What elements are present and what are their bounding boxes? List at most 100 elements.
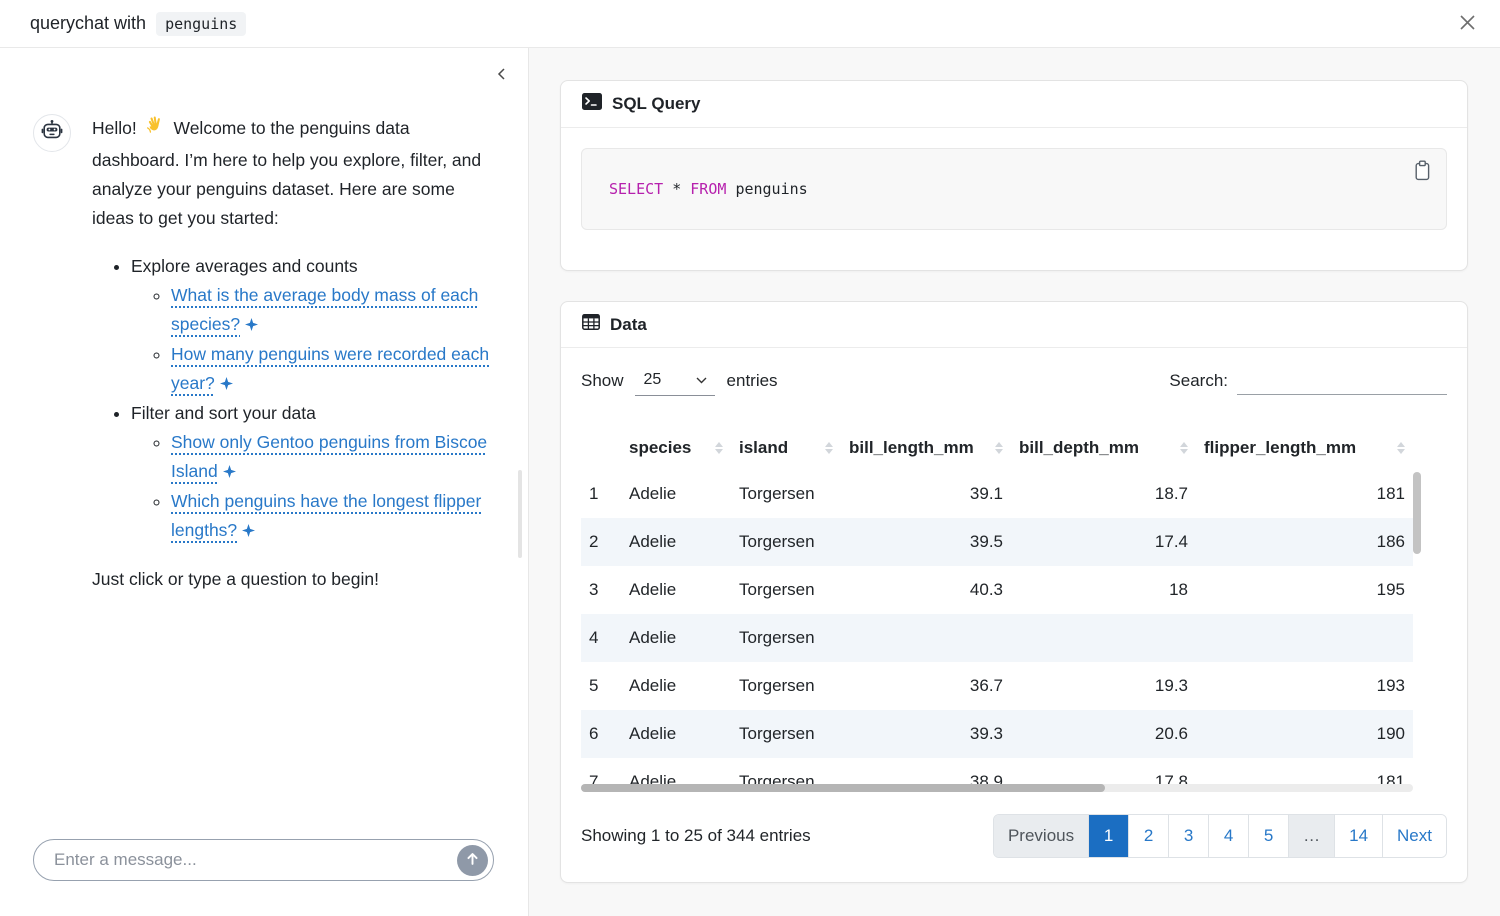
column-header-flipper_length_mm[interactable]: flipper_length_mm: [1196, 426, 1413, 470]
cell-bill_depth_mm: [1011, 614, 1196, 662]
copy-button[interactable]: [1410, 159, 1434, 185]
suggestion-link-avg-body-mass[interactable]: What is the average body mass of each sp…: [171, 285, 479, 334]
sparkle-icon: [219, 370, 233, 399]
page-button-4[interactable]: 4: [1208, 815, 1249, 857]
cell-bill_length_mm: 39.3: [969, 724, 1003, 743]
sql-card-body: SELECT * FROM penguins: [561, 128, 1467, 270]
cell-flipper_length_mm: 195: [1376, 580, 1405, 599]
assistant-message: Hello! Welcome to the penguins data dash…: [33, 114, 490, 594]
table-search-control: Search:: [1169, 367, 1447, 395]
horizontal-scrollbar[interactable]: [581, 784, 1106, 792]
sort-icon: [1397, 442, 1405, 454]
page-length-control: Show 25 entries: [581, 366, 778, 396]
data-table-head-row: species island bill_length_mm bill_depth_mm…: [581, 426, 1413, 470]
page-button-next[interactable]: Next: [1382, 815, 1446, 857]
assistant-message-body: Hello! Welcome to the penguins data dash…: [92, 114, 490, 594]
vertical-scrollbar[interactable]: [1413, 472, 1421, 554]
cell-bill_length_mm: [841, 614, 1011, 662]
sql-table-name: penguins: [735, 180, 808, 198]
greeting-body: Welcome to the penguins data dashboard. …: [92, 118, 482, 228]
search-input[interactable]: [1237, 367, 1447, 395]
list-item: Which penguins have the longest flipper …: [171, 487, 490, 546]
closing-text: Just click or type a question to begin!: [92, 569, 379, 589]
table-footer: Showing 1 to 25 of 344 entries Previous 1…: [581, 814, 1447, 858]
page-button-previous: Previous: [993, 815, 1089, 857]
sql-code: SELECT * FROM penguins: [609, 180, 808, 198]
table-row: 6 Adelie Torgersen 39.3 20.6 190: [581, 710, 1413, 758]
table-row: 1 Adelie Torgersen 39.1 18.7 181: [581, 470, 1413, 518]
page-button-14[interactable]: 14: [1334, 815, 1383, 857]
sparkle-icon: [222, 458, 236, 487]
page-button-1[interactable]: 1: [1088, 815, 1129, 857]
suggestion-group: Explore averages and counts What is the …: [131, 252, 490, 399]
cell-bill_depth_mm: 17.4: [1154, 532, 1188, 551]
data-card-body: Show 25 entries Search:: [561, 348, 1467, 882]
row-number-cell: 2: [589, 532, 599, 551]
chat-message-input[interactable]: [33, 839, 494, 881]
cell-flipper_length_mm: 186: [1376, 532, 1405, 551]
close-button[interactable]: [1450, 7, 1484, 41]
sidebar-collapse-button[interactable]: [491, 64, 513, 86]
data-table: species island bill_length_mm bill_depth_mm…: [581, 426, 1421, 792]
cell-bill_depth_mm: 20.6: [1154, 724, 1188, 743]
cell-species: Adelie: [629, 580, 677, 599]
column-header-island[interactable]: island: [731, 426, 841, 470]
list-item: What is the average body mass of each sp…: [171, 281, 490, 340]
horizontal-scrollbar-track: [581, 784, 1413, 792]
page-length-select[interactable]: 25: [634, 366, 715, 396]
chat-message-list: Hello! Welcome to the penguins data dash…: [0, 48, 528, 594]
data-card-title: Data: [610, 314, 647, 334]
sparkle-icon: [242, 517, 256, 546]
cell-flipper_length_mm: 193: [1376, 676, 1405, 695]
row-number-cell: 1: [589, 484, 599, 503]
window-titlebar: querychat with penguins: [0, 0, 1500, 48]
suggestion-link-count-per-year[interactable]: How many penguins were recorded each yea…: [171, 344, 490, 393]
page-button-ellipsis: …: [1288, 815, 1335, 857]
main-content: SQL Query SELECT * FROM penguins: [529, 48, 1500, 916]
table-row: 5 Adelie Torgersen 36.7 19.3 193: [581, 662, 1413, 710]
data-card: Data Show 25 entries: [560, 301, 1468, 883]
cell-bill_depth_mm: 18: [1169, 580, 1188, 599]
cell-bill_length_mm: 39.5: [969, 532, 1003, 551]
column-header-bill_length_mm[interactable]: bill_length_mm: [841, 426, 1011, 470]
sort-icon: [995, 442, 1003, 454]
column-label: flipper_length_mm: [1204, 438, 1357, 457]
column-label: bill_length_mm: [849, 438, 974, 457]
cell-bill_length_mm: 36.7: [969, 676, 1003, 695]
clipboard-icon: [1414, 160, 1431, 184]
suggestion-link-gentoo-biscoe[interactable]: Show only Gentoo penguins from Biscoe Is…: [171, 432, 488, 481]
title-text: querychat with: [30, 13, 147, 33]
cell-bill_length_mm: 39.1: [969, 484, 1003, 503]
column-header-bill_depth_mm[interactable]: bill_depth_mm: [1011, 426, 1196, 470]
cell-bill_depth_mm: 18.7: [1154, 484, 1188, 503]
list-item: Show only Gentoo penguins from Biscoe Is…: [171, 428, 490, 487]
row-number-cell: 5: [589, 676, 599, 695]
suggestion-link-longest-flippers[interactable]: Which penguins have the longest flipper …: [171, 491, 482, 540]
column-header-species[interactable]: species: [621, 426, 731, 470]
sql-code-block: SELECT * FROM penguins: [581, 148, 1447, 230]
chat-sidebar: Hello! Welcome to the penguins data dash…: [0, 48, 529, 916]
cell-species: Adelie: [629, 724, 677, 743]
sparkle-icon: [245, 311, 259, 340]
close-icon: [1458, 13, 1477, 35]
pagination: Previous 1 2 3 4 5… 14 Next: [992, 814, 1447, 858]
send-button[interactable]: [457, 844, 488, 876]
cell-island: Torgersen: [739, 724, 815, 743]
page-button-3[interactable]: 3: [1168, 815, 1209, 857]
page-button-5[interactable]: 5: [1248, 815, 1289, 857]
chat-scrollbar[interactable]: [518, 470, 522, 558]
cell-species: Adelie: [629, 676, 677, 695]
sort-icon: [715, 442, 723, 454]
table-viewport: 1 Adelie Torgersen 39.1 18.7 181 2 Adelie Torger…: [581, 470, 1421, 792]
cell-island: Torgersen: [739, 532, 815, 551]
terminal-icon: [582, 93, 602, 115]
page-length-value: 25: [643, 371, 662, 388]
suggestion-groups: Explore averages and counts What is the …: [92, 252, 490, 546]
row-number-cell: 3: [589, 580, 599, 599]
page-button-2[interactable]: 2: [1128, 815, 1169, 857]
row-number-header: [581, 426, 621, 470]
greeting-hello: Hello!: [92, 118, 137, 138]
row-number-cell: 4: [589, 628, 599, 647]
cell-island: Torgersen: [739, 580, 815, 599]
